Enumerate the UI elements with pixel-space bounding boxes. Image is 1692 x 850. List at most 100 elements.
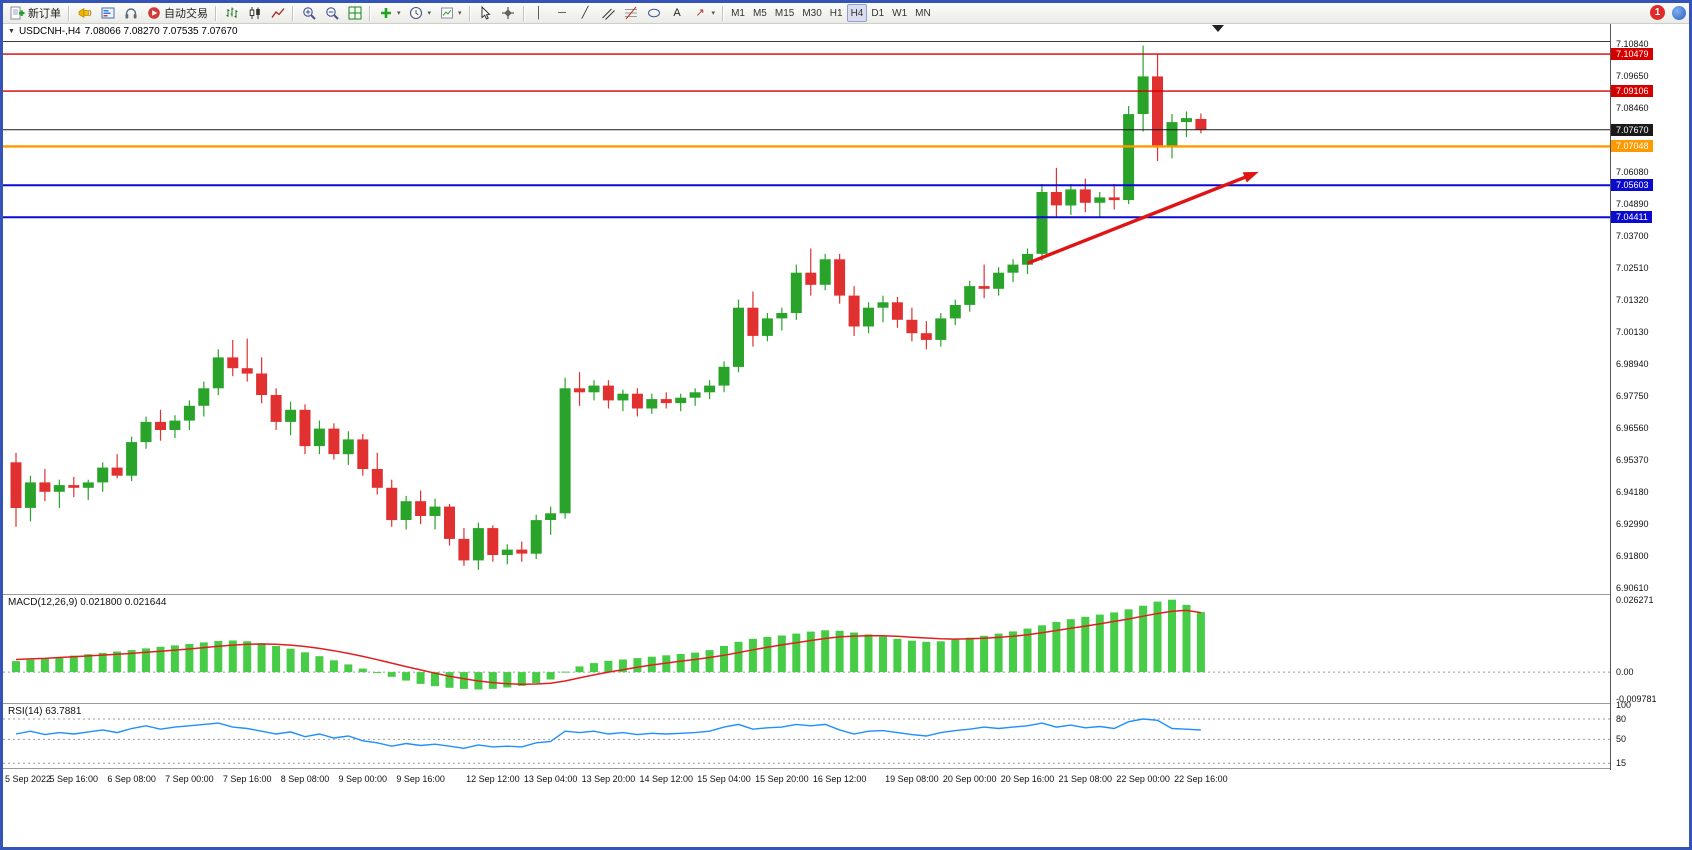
candle-body [458,538,470,561]
crosshair-button[interactable] [497,4,520,22]
candle [1181,111,1192,137]
bars-icon [224,6,239,20]
candle [285,401,297,436]
tf-m15-button[interactable]: M15 [771,4,798,22]
candlestick-chart-pane[interactable] [3,24,1610,594]
candle-body [256,373,268,395]
tf-h4-button[interactable]: H4 [846,4,868,22]
macd-histogram-bar [156,646,165,673]
shapes-button[interactable] [643,4,666,22]
vertical-line-button[interactable]: │ [528,4,551,22]
tf-d1-button[interactable]: D1 [867,4,888,22]
pane-splitter[interactable] [3,594,1689,595]
tf-m30-button[interactable]: M30 [798,4,825,22]
macd-histogram-bar [402,672,411,681]
macd-histogram-bar [387,672,396,677]
pane-splitter[interactable] [3,703,1689,704]
templates-button[interactable]: ▾ [435,4,466,22]
community-icon[interactable] [1672,6,1686,20]
rsi-label: RSI(14) 63.7881 [8,706,82,717]
fibonacci-button[interactable] [620,4,643,22]
zoom-in-button[interactable] [297,4,320,22]
macd-histogram-bar [1168,599,1176,673]
collapse-panel-icon[interactable]: ▼ [8,28,15,35]
candle-body [415,501,427,516]
macd-histogram-bar [1196,612,1205,673]
zoom-out-button[interactable] [320,4,343,22]
new-order-button[interactable]: 新订单 [6,4,65,22]
support-button[interactable] [119,4,142,22]
horizontal-line-button[interactable]: ─ [551,4,574,22]
tf-w1-button[interactable]: W1 [888,4,911,22]
candlestick-chart-button[interactable] [243,4,266,22]
horn-icon [77,6,92,20]
time-axis[interactable]: 5 Sep 2022 5 Sep 16:00 6 Sep 08:00 7 Sep 00… [3,769,1610,791]
news-button[interactable] [73,4,96,22]
macd-histogram-bar [922,641,931,673]
time-axis-label: 13 Sep 04:00 [523,774,578,784]
dropdown-arrow-icon[interactable]: ▾ [711,10,716,17]
macd-indicator-pane[interactable] [3,595,1610,703]
dropdown-arrow-icon[interactable]: ▾ [397,10,401,17]
channel-button[interactable] [597,4,620,22]
candle [877,295,889,323]
time-axis-label: 6 Sep 08:00 [107,774,156,784]
text-button[interactable]: A [666,4,689,22]
headset-icon [123,6,138,20]
candle-body [747,307,759,336]
tf-h1-button[interactable]: H1 [826,4,847,22]
candle-body [631,393,643,409]
line-chart-button[interactable] [266,4,289,22]
indicators-button[interactable]: ▾ [374,4,405,22]
candle-body [1036,192,1048,254]
macd-histogram-bar [445,672,454,688]
macd-histogram-bar [301,652,309,673]
candle-body [24,482,36,508]
arrows-icon: ↗ [695,6,705,19]
candle-body [1123,114,1135,201]
price-scale-label: 6.96560 [1616,423,1649,434]
trendline-icon: ╱ [581,6,589,19]
trend-arrow[interactable] [1026,173,1251,265]
market-depth-button[interactable] [96,4,119,22]
cursor-button[interactable] [474,4,497,22]
dropdown-arrow-icon[interactable]: ▾ [458,10,462,17]
new-order-icon [10,6,25,20]
macd-histogram-bar [185,644,194,673]
candle-body [1050,192,1062,206]
tf-m1-button[interactable]: M1 [727,4,749,22]
macd-histogram-bar [1081,616,1090,673]
macd-histogram-bar [26,659,35,673]
arrows-button[interactable]: ↗ ▾ [689,4,720,22]
bar-chart-button[interactable] [220,4,243,22]
autotrading-button[interactable]: 自动交易 [142,4,212,22]
notification-badge[interactable]: 1 [1650,5,1665,20]
chart-shift-marker-icon[interactable] [1212,25,1224,32]
tile-windows-button[interactable] [343,4,366,22]
macd-histogram-bar [879,636,887,673]
rsi-indicator-pane[interactable] [3,704,1610,768]
macd-histogram-bar [1110,612,1119,673]
tf-mn-button[interactable]: MN [911,4,935,22]
macd-histogram-bar [777,635,786,673]
candle [313,420,325,455]
macd-histogram-bar [84,654,93,673]
macd-histogram-bar [633,658,642,673]
price-scale[interactable]: 7.10840 7.09650 7.08460 7.06080 7.04890 7.037… [1610,24,1689,770]
tf-w1-button-label: W1 [892,7,908,19]
candle [891,296,903,328]
toolbar-separator [215,5,217,21]
time-axis-label: 22 Sep 00:00 [1116,774,1170,784]
toolbar-separator [292,5,294,21]
macd-histogram-bar [98,652,107,673]
candle [342,431,354,465]
tf-m5-button[interactable]: M5 [749,4,771,22]
trendline-button[interactable]: ╱ [574,4,597,22]
candle-body [646,399,658,409]
candle-body [602,385,614,401]
candle-body [386,487,398,521]
time-axis-label: 14 Sep 12:00 [639,774,694,784]
periods-button[interactable]: ▾ [405,4,436,22]
candle-body [1181,118,1192,123]
dropdown-arrow-icon[interactable]: ▾ [427,10,432,17]
